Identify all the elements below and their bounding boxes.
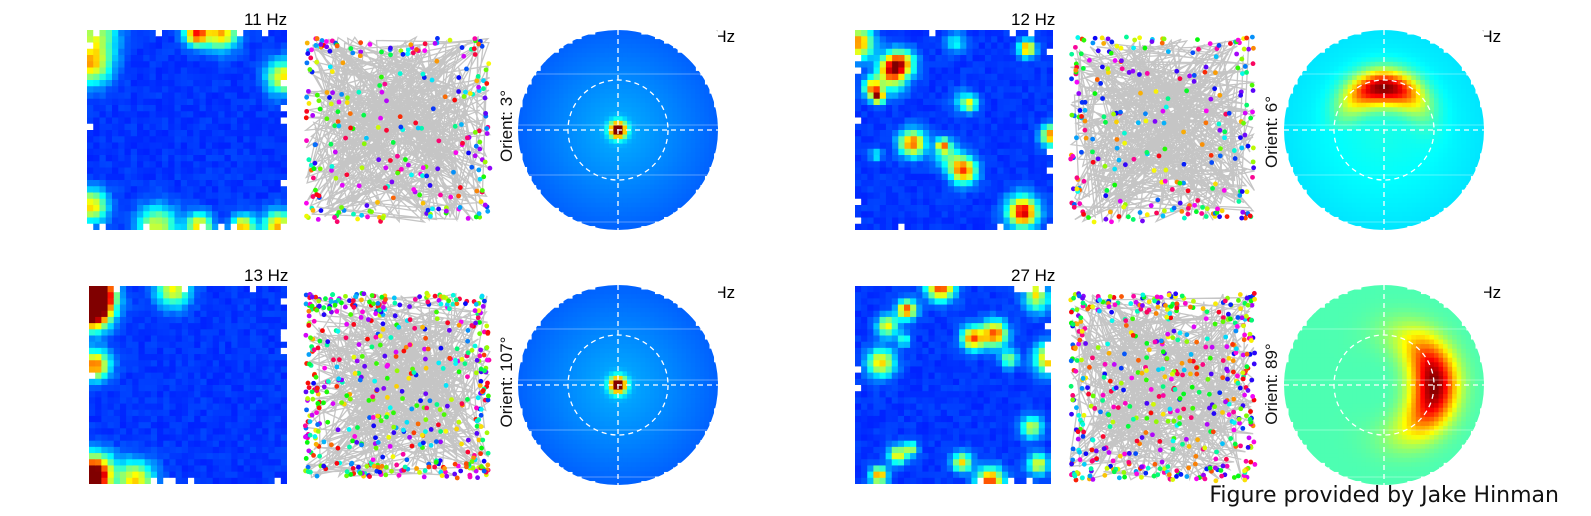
cell-c-ratemap bbox=[89, 286, 287, 484]
cell-c-group: 13 Hz Orient: 107° 4.2 Hz bbox=[0, 0, 780, 516]
cell-c-ratemap-peak: 13 Hz bbox=[244, 266, 289, 285]
cell-d-polar-map bbox=[1284, 285, 1484, 485]
cell-b-polar-map bbox=[1284, 30, 1484, 230]
cell-b-ratemap bbox=[855, 30, 1053, 230]
cell-b-group: 12 Hz Orient: 6° 2.5 Hz bbox=[0, 0, 1591, 250]
cell-d-ratemap-peak: 27 Hz bbox=[1011, 266, 1056, 285]
cell-b-trajectory bbox=[1068, 34, 1257, 225]
figure-credit: Figure provided by Jake Hinman bbox=[1209, 483, 1559, 508]
cell-c-polar-map bbox=[518, 285, 718, 485]
cell-d-orient-label: Orient: 89° bbox=[1262, 343, 1281, 425]
cell-a-ratemap bbox=[87, 30, 287, 230]
cell-c-trajectory bbox=[302, 290, 492, 481]
cell-b-ratemap-peak: 12 Hz bbox=[1011, 10, 1056, 29]
cell-a-polar-map bbox=[518, 30, 718, 230]
cell-a-ratemap-peak: 11 Hz bbox=[244, 10, 288, 29]
cell-d-trajectory bbox=[1068, 291, 1258, 484]
cell-a-trajectory bbox=[303, 35, 493, 225]
cell-a-group: 11 Hz Orient: 3° 3.3 Hz bbox=[0, 0, 780, 250]
cell-d-ratemap bbox=[855, 286, 1051, 484]
